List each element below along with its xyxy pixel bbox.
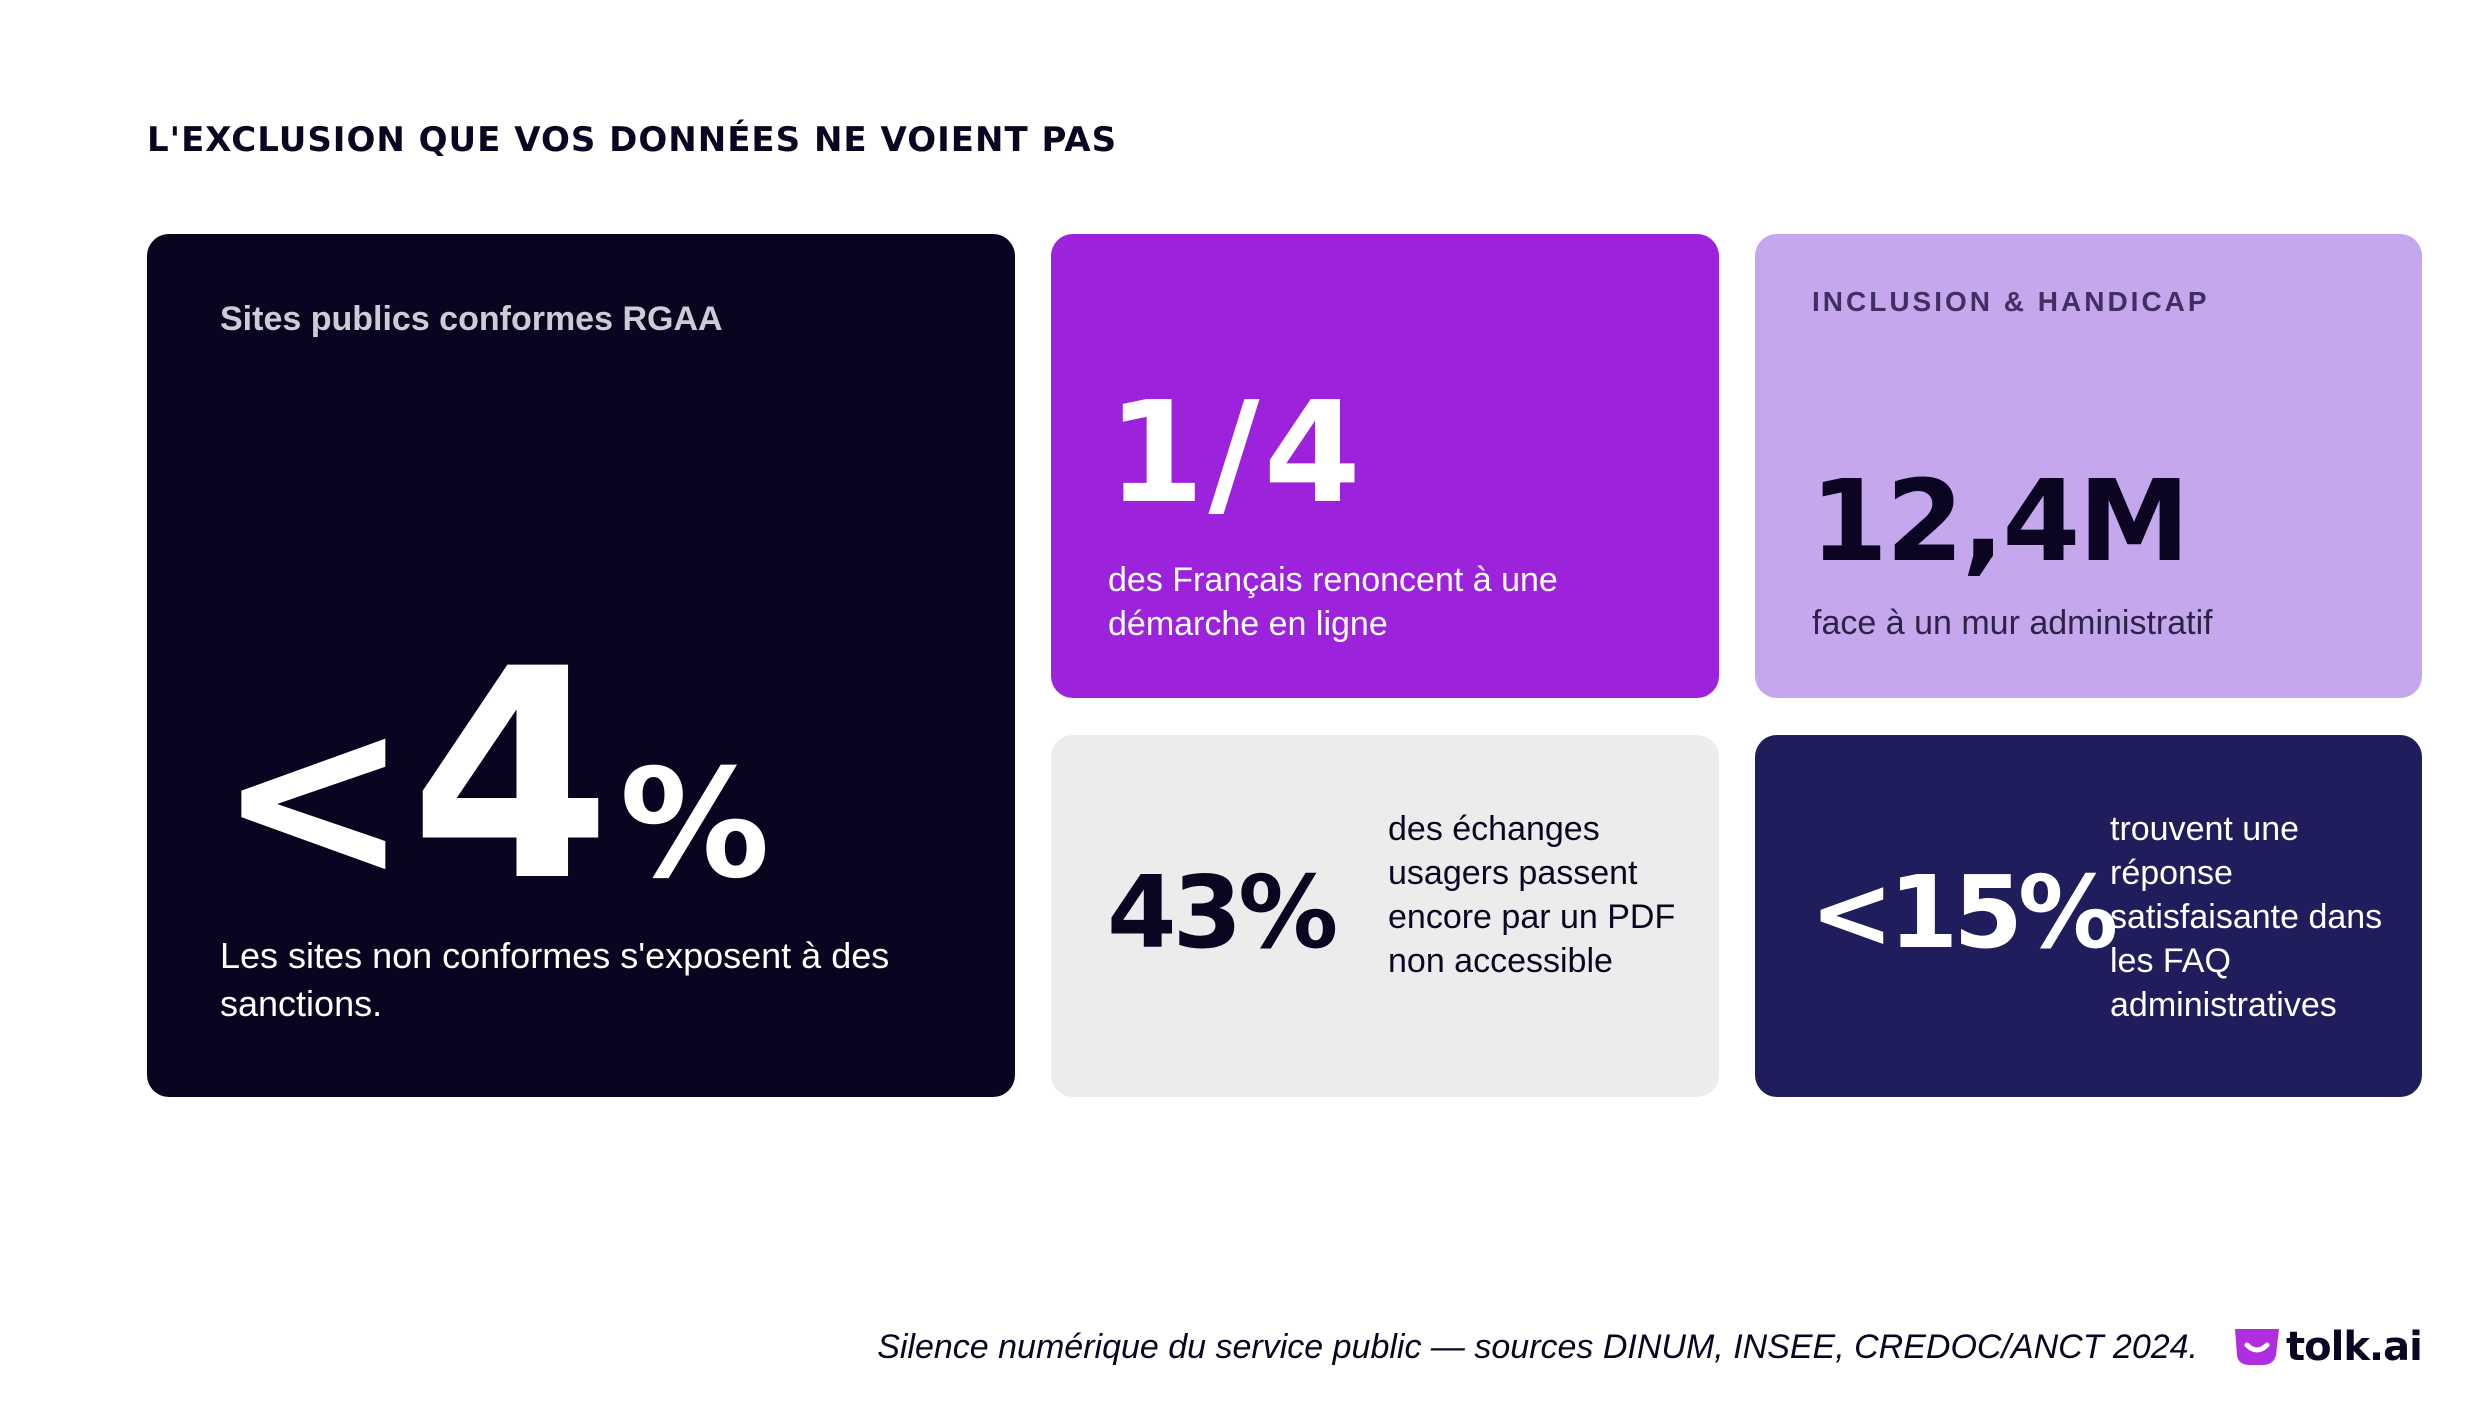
stat-value: 1/4	[1107, 372, 1365, 535]
logo-wordmark: tolk.ai	[2286, 1324, 2423, 1370]
stat-description: trouvent une réponse satisfaisante dans …	[2110, 810, 2383, 1024]
tolk-logo: tolk.ai	[2232, 1324, 2424, 1370]
source-note: Silence numérique du service public — so…	[877, 1328, 2198, 1366]
stat-card-quarter: 1/4 des Français renoncent à une démarch…	[1051, 234, 1719, 698]
stat-value: <15%	[1810, 854, 2118, 971]
page-title: L'EXCLUSION QUE VOS DONNÉES NE VOIENT PA…	[147, 120, 1118, 160]
stat-card-faq: <15% trouvent une réponse satisfaisante …	[1755, 735, 2422, 1097]
stat-value-prefix: <	[217, 664, 410, 931]
stat-description: des échanges usagers passent encore par …	[1388, 810, 1676, 980]
stat-value-suffix: %	[619, 738, 770, 912]
stat-value: 43%	[1107, 854, 1338, 971]
stat-description: face à un mur administratif	[1812, 604, 2213, 642]
stat-card-rgaa: Sites publics conformes RGAA <4% Les sit…	[147, 234, 1015, 1097]
stat-description: Les sites non conformes s'exposent à des…	[220, 935, 890, 1024]
stat-description: des Français renoncent à une démarche en…	[1108, 561, 1558, 643]
stat-value: 12,4M	[1810, 457, 2190, 587]
stat-card-handicap: INCLUSION & HANDICAP 12,4M face à un mur…	[1755, 234, 2422, 698]
tolk-logo-icon	[2235, 1329, 2279, 1365]
card-label: INCLUSION & HANDICAP	[1812, 286, 2210, 317]
stat-card-pdf: 43% des échanges usagers passent encore …	[1051, 735, 1719, 1097]
card-label: Sites publics conformes RGAA	[220, 300, 723, 338]
stat-value: <4%	[217, 632, 770, 922]
stat-value-number: 4	[409, 608, 612, 945]
